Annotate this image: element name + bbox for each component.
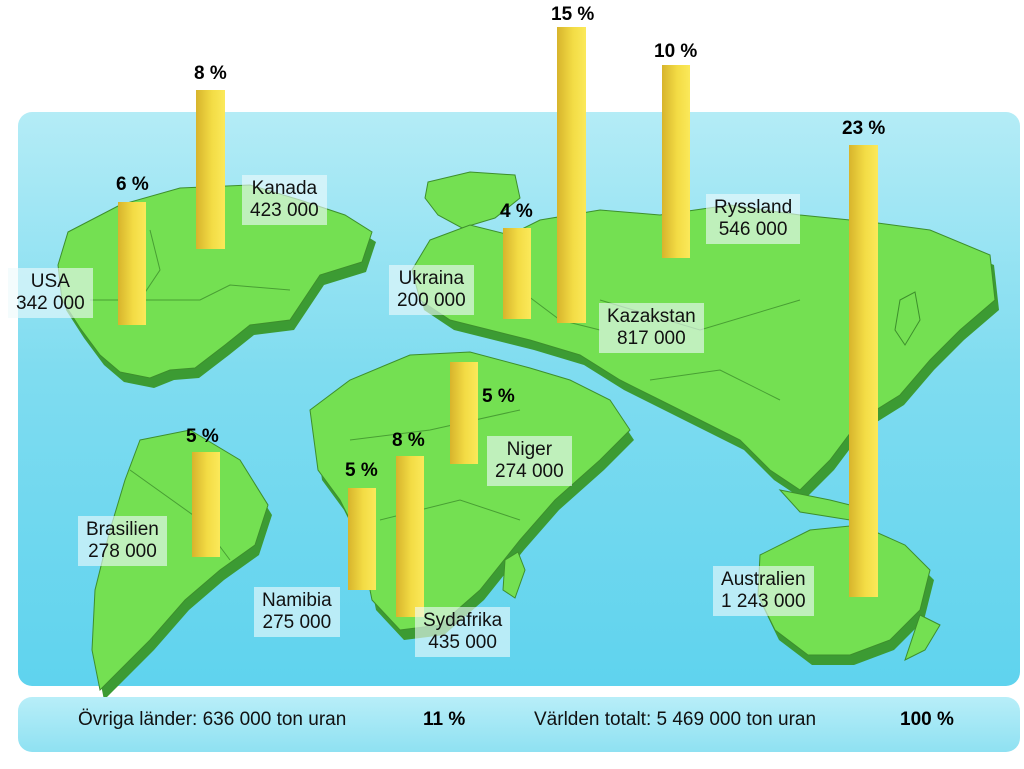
new-zealand-shape	[904, 614, 941, 661]
bar-brasilien	[192, 452, 220, 557]
country-name: Namibia	[262, 590, 332, 611]
country-name: Niger	[506, 439, 553, 460]
bar-sydafrika	[396, 456, 424, 617]
label-ryssland: Ryssland 546 000	[706, 194, 801, 244]
country-amount: 435 000	[428, 632, 497, 653]
bar-ukraina	[503, 228, 531, 319]
country-name: Ukraina	[398, 268, 465, 289]
country-amount: 423 000	[250, 200, 319, 221]
country-amount: 275 000	[262, 612, 332, 633]
country-name: Brasilien	[86, 519, 159, 540]
footer-panel	[18, 697, 1020, 752]
bar-ryssland	[662, 65, 690, 258]
label-australien: Australien 1 243 000	[713, 566, 814, 616]
country-name: Ryssland	[714, 197, 793, 218]
pct-niger: 5 %	[482, 386, 515, 407]
country-name: Australien	[721, 569, 806, 590]
country-name: Sydafrika	[423, 610, 503, 631]
label-ukraina: Ukraina 200 000	[389, 265, 474, 315]
pct-namibia: 5 %	[345, 460, 378, 481]
bar-kazakstan	[557, 27, 586, 323]
label-kanada: Kanada 423 000	[242, 175, 327, 225]
country-name: Kazakstan	[607, 306, 696, 327]
pct-kanada: 8 %	[194, 63, 227, 84]
others-text: Övriga länder: 636 000 ton uran	[78, 709, 347, 730]
total-text: Världen totalt: 5 469 000 ton uran	[534, 709, 817, 730]
country-name: Kanada	[251, 178, 318, 199]
pct-australien: 23 %	[842, 118, 886, 139]
bar-niger	[450, 362, 478, 464]
bar-namibia	[348, 488, 376, 590]
total-pct: 100 %	[900, 709, 954, 730]
label-namibia: Namibia 275 000	[254, 587, 340, 637]
label-usa: USA 342 000	[8, 268, 93, 318]
pct-kazakstan: 15 %	[551, 4, 595, 25]
pct-brasilien: 5 %	[186, 426, 219, 447]
japan-shape	[894, 291, 921, 346]
country-amount: 817 000	[617, 328, 686, 349]
label-niger: Niger 274 000	[487, 436, 572, 486]
country-amount: 274 000	[495, 461, 564, 482]
others-pct: 11 %	[423, 709, 466, 730]
pct-ukraina: 4 %	[500, 201, 533, 222]
pct-usa: 6 %	[116, 174, 149, 195]
country-amount: 546 000	[718, 219, 788, 240]
madagascar-shape	[502, 551, 526, 599]
bar-australien	[849, 145, 878, 597]
bar-usa	[118, 202, 146, 325]
country-amount: 1 243 000	[721, 591, 806, 612]
country-amount: 278 000	[88, 541, 157, 562]
label-brasilien: Brasilien 278 000	[78, 516, 167, 566]
label-kazakstan: Kazakstan 817 000	[599, 303, 704, 353]
pct-sydafrika: 8 %	[392, 430, 425, 451]
bar-kanada	[196, 90, 225, 249]
label-sydafrika: Sydafrika 435 000	[415, 607, 511, 657]
country-amount: 342 000	[16, 293, 85, 314]
greenland-shape	[424, 171, 521, 229]
country-name: USA	[30, 271, 70, 292]
country-amount: 200 000	[397, 290, 466, 311]
pct-ryssland: 10 %	[654, 41, 698, 62]
